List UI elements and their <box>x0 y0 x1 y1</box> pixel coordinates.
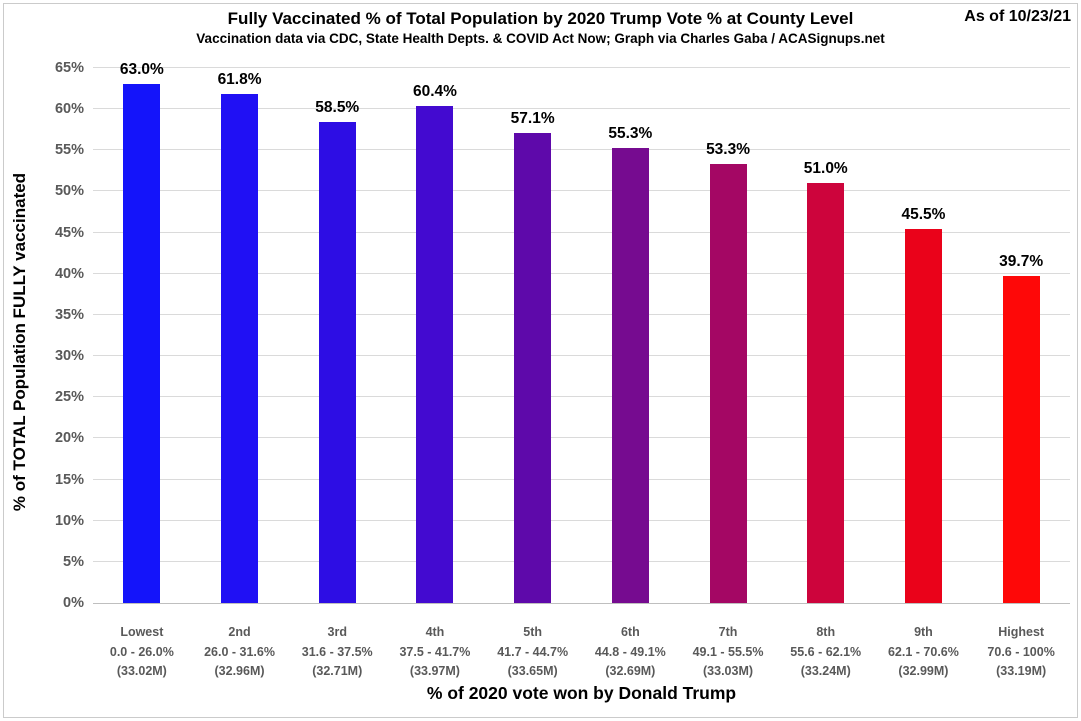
bar-3rd <box>318 121 356 603</box>
x-label-population: (33.02M) <box>116 664 167 678</box>
gridline-50 <box>93 190 1070 192</box>
y-tick-65: 65% <box>54 60 84 76</box>
x-label-vote-range: 44.8 - 49.1% <box>594 644 666 659</box>
x-label-vote-range: 31.6 - 37.5% <box>301 644 373 659</box>
x-label-decile: 5th <box>523 625 543 639</box>
x-label-population: (32.99M) <box>898 664 949 678</box>
x-label-7th: 7th 49.1 - 55.5% (33.03M) <box>679 623 777 682</box>
y-tick-0: 0% <box>63 595 84 611</box>
bar-value-label-9th: 45.5% <box>901 205 946 223</box>
x-label-Highest: Highest 70.6 - 100% (33.19M) <box>972 623 1070 682</box>
x-label-vote-range: 37.5 - 41.7% <box>399 644 471 659</box>
gridline-30 <box>93 355 1070 357</box>
bar-6th <box>611 147 649 603</box>
x-axis-category-labels: Lowest 0.0 - 26.0% (33.02M) 2nd 26.0 - 31.6%… <box>93 623 1070 683</box>
x-label-vote-range: 0.0 - 26.0% <box>109 644 174 659</box>
x-label-9th: 9th 62.1 - 70.6% (32.99M) <box>875 623 973 682</box>
y-tick-40: 40% <box>54 265 84 282</box>
x-label-decile: 3rd <box>327 625 347 639</box>
y-tick-20: 20% <box>54 430 84 447</box>
chart-title: Fully Vaccinated % of Total Population b… <box>227 9 854 28</box>
bar-value-label-7th: 53.3% <box>706 141 751 159</box>
x-label-population: (32.96M) <box>214 664 265 678</box>
x-label-6th: 6th 44.8 - 49.1% (32.69M) <box>582 623 680 682</box>
bar-value-label-8th: 51.0% <box>803 160 848 178</box>
chart-subtitle: Vaccination data via CDC, State Health D… <box>196 31 885 46</box>
y-tick-45: 45% <box>54 224 84 241</box>
x-label-decile: Highest <box>998 625 1045 639</box>
bar-value-label-Highest: 39.7% <box>999 253 1044 271</box>
x-axis-line <box>93 603 1070 604</box>
x-label-population: (33.19M) <box>996 664 1047 678</box>
x-label-decile: 4th <box>425 625 445 639</box>
gridline-55 <box>93 149 1070 151</box>
y-tick-5: 5% <box>63 553 84 570</box>
bar-value-label-5th: 57.1% <box>510 110 555 128</box>
as-of-date: As of 10/23/21 <box>964 8 1071 25</box>
plot-area: 63.0% 61.8% 58.5% 60.4% 57.1% 55.3% 53.3% 51.0%… <box>93 61 1070 604</box>
gridline-60 <box>93 108 1070 110</box>
y-tick-55: 55% <box>54 142 84 159</box>
x-label-4th: 4th 37.5 - 41.7% (33.97M) <box>386 623 484 682</box>
x-label-vote-range: 41.7 - 44.7% <box>497 644 569 659</box>
bar-Highest <box>1002 276 1040 603</box>
x-axis-title: % of 2020 vote won by Donald Trump <box>426 683 737 703</box>
x-label-population: (33.03M) <box>703 664 754 678</box>
bar-Lowest <box>123 84 161 603</box>
x-label-vote-range: 70.6 - 100% <box>987 644 1055 659</box>
y-tick-50: 50% <box>54 183 84 200</box>
y-tick-60: 60% <box>54 101 84 118</box>
bar-value-label-3rd: 58.5% <box>315 98 360 116</box>
x-label-decile: Lowest <box>120 625 164 639</box>
gridline-10 <box>93 519 1070 521</box>
bar-value-label-4th: 60.4% <box>412 82 457 100</box>
y-tick-15: 15% <box>54 471 84 488</box>
x-label-vote-range: 49.1 - 55.5% <box>692 644 764 659</box>
x-label-vote-range: 55.6 - 62.1% <box>790 644 862 659</box>
x-label-population: (33.65M) <box>507 664 558 678</box>
y-tick-25: 25% <box>54 389 84 406</box>
bar-value-label-Lowest: 63.0% <box>119 61 164 79</box>
gridline-40 <box>93 272 1070 274</box>
bar-value-label-6th: 55.3% <box>608 124 653 142</box>
x-label-2nd: 2nd 26.0 - 31.6% (32.96M) <box>191 623 289 682</box>
bar-8th <box>807 183 845 603</box>
x-label-decile: 2nd <box>228 625 251 639</box>
x-label-population: (33.97M) <box>409 664 460 678</box>
y-tick-10: 10% <box>54 512 84 529</box>
x-label-population: (33.24M) <box>800 664 851 678</box>
y-tick-35: 35% <box>54 306 84 323</box>
x-label-decile: 9th <box>914 625 933 639</box>
bar-9th <box>904 228 942 603</box>
y-tick-30: 30% <box>54 348 84 365</box>
x-label-decile: 7th <box>718 625 738 639</box>
bar-7th <box>709 164 747 603</box>
x-label-population: (32.69M) <box>605 664 656 678</box>
x-label-3rd: 3rd 31.6 - 37.5% (32.71M) <box>288 623 386 682</box>
gridline-65 <box>93 67 1070 68</box>
y-axis-tick-labels: 0% 5% 10% 15% 20% 25% 30% 35% 40% 45% 50% 55% 60% 65% <box>0 60 84 611</box>
bar-2nd <box>221 94 259 603</box>
x-label-decile: 6th <box>620 625 640 639</box>
bar-4th <box>416 105 454 603</box>
gridline-25 <box>93 396 1070 398</box>
gridline-45 <box>93 231 1070 233</box>
x-label-Lowest: Lowest 0.0 - 26.0% (33.02M) <box>93 623 191 682</box>
x-label-vote-range: 26.0 - 31.6% <box>204 644 275 659</box>
gridline-35 <box>93 313 1070 315</box>
gridline-20 <box>93 437 1070 439</box>
bar-5th <box>514 133 552 603</box>
x-label-decile: 8th <box>816 625 836 639</box>
gridline-5 <box>93 560 1070 562</box>
x-label-8th: 8th 55.6 - 62.1% (33.24M) <box>777 623 875 682</box>
bar-value-label-2nd: 61.8% <box>217 71 262 89</box>
gridline-15 <box>93 478 1070 480</box>
x-label-vote-range: 62.1 - 70.6% <box>887 644 959 659</box>
x-label-population: (32.71M) <box>312 664 363 678</box>
x-label-5th: 5th 41.7 - 44.7% (33.65M) <box>484 623 582 682</box>
